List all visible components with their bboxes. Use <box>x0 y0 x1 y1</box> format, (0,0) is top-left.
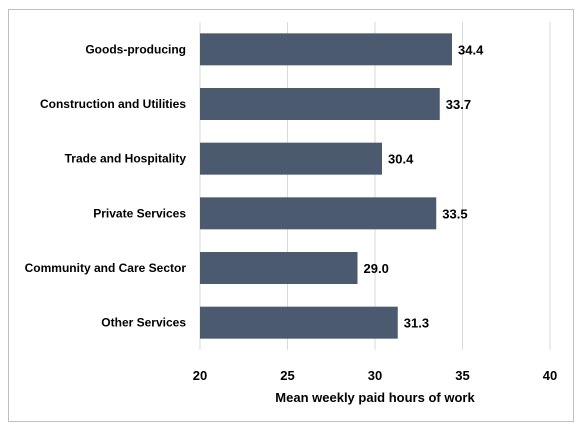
data-label: 33.7 <box>446 97 471 112</box>
x-tick-label: 30 <box>368 368 382 383</box>
bars <box>200 33 452 339</box>
x-tick-label: 35 <box>455 368 469 383</box>
data-label: 34.4 <box>458 42 484 57</box>
data-label: 31.3 <box>404 316 429 331</box>
bar <box>200 33 452 66</box>
category-label: Community and Care Sector <box>25 261 187 275</box>
x-tick-label: 40 <box>543 368 557 383</box>
category-label: Trade and Hospitality <box>65 152 187 166</box>
bar <box>200 252 358 284</box>
x-tick-label: 25 <box>280 368 294 383</box>
data-label: 30.4 <box>388 152 414 167</box>
bar <box>200 197 437 230</box>
bar <box>200 306 398 339</box>
x-tick-labels: 20 25 30 35 40 <box>193 368 557 383</box>
x-axis-title: Mean weekly paid hours of work <box>275 390 475 405</box>
gridlines <box>199 22 551 350</box>
category-label: Goods-producing <box>85 42 186 56</box>
data-label: 33.5 <box>442 206 467 221</box>
category-label: Construction and Utilities <box>40 97 186 111</box>
category-label: Private Services <box>93 206 186 220</box>
data-label: 29.0 <box>364 261 389 276</box>
bar <box>200 142 382 175</box>
bar <box>200 88 440 120</box>
data-labels: 34.4 33.7 30.4 33.5 29.0 31.3 <box>364 42 485 330</box>
category-label: Other Services <box>101 316 186 330</box>
x-tick-label: 20 <box>193 368 207 383</box>
category-labels: Goods-producing Construction and Utilitie… <box>25 42 187 329</box>
